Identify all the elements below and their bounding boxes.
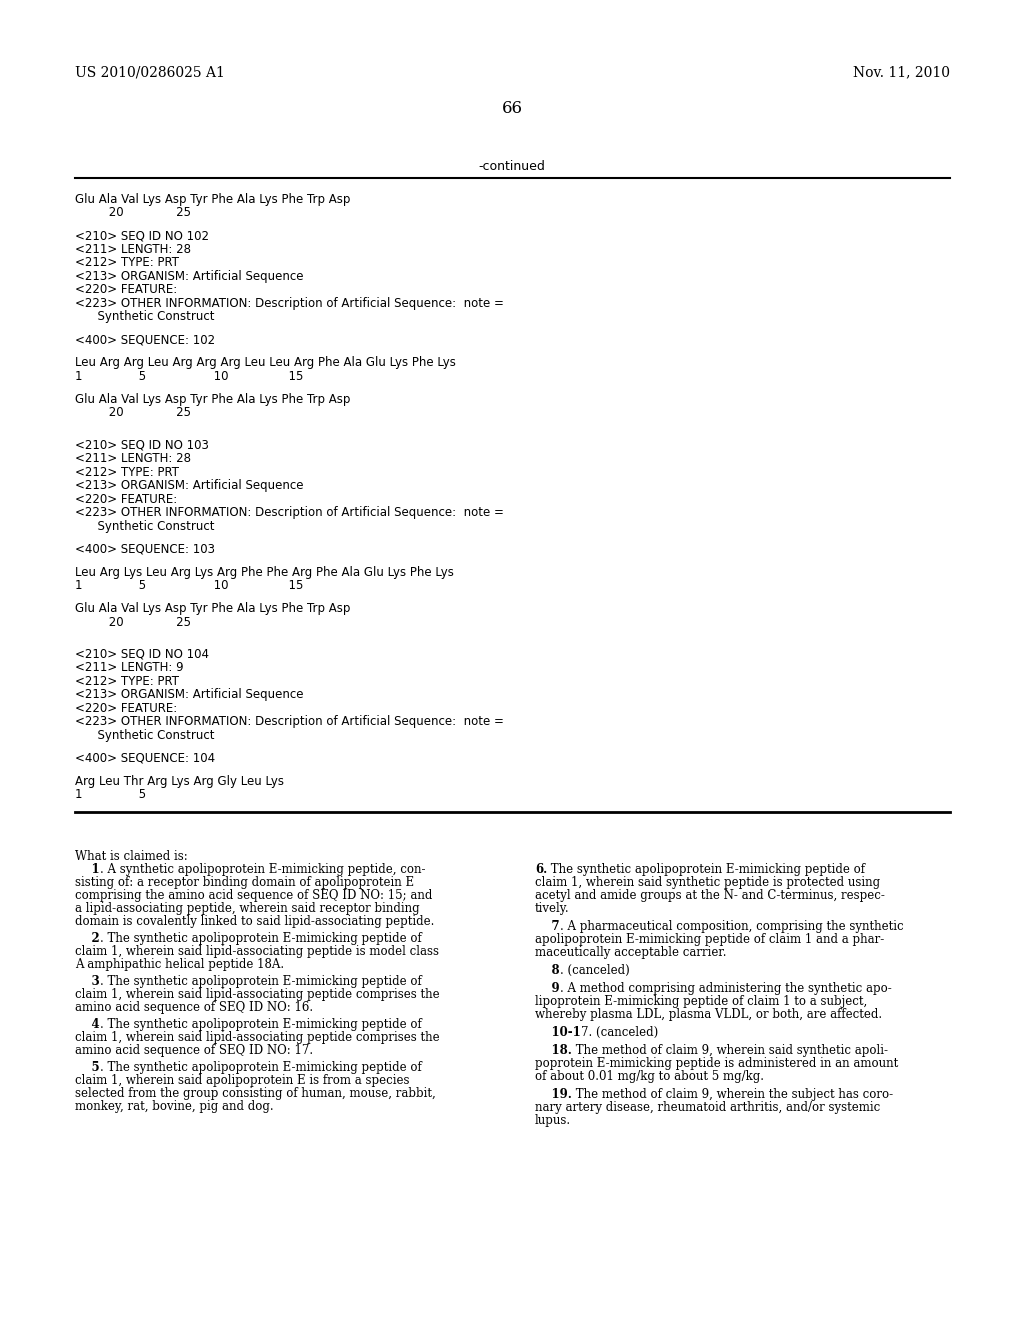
Text: apolipoprotein E-mimicking peptide of claim 1 and a phar-: apolipoprotein E-mimicking peptide of cl…: [535, 933, 885, 946]
Text: 18.: 18.: [535, 1044, 571, 1057]
Text: <223> OTHER INFORMATION: Description of Artificial Sequence:  note =: <223> OTHER INFORMATION: Description of …: [75, 297, 504, 310]
Text: <212> TYPE: PRT: <212> TYPE: PRT: [75, 675, 179, 688]
Text: What is claimed is:: What is claimed is:: [75, 850, 187, 863]
Text: <211> LENGTH: 9: <211> LENGTH: 9: [75, 661, 183, 675]
Text: claim 1, wherein said apolipoprotein E is from a species: claim 1, wherein said apolipoprotein E i…: [75, 1074, 410, 1086]
Text: 20              25: 20 25: [75, 206, 191, 219]
Text: acetyl and amide groups at the N- and C-terminus, respec-: acetyl and amide groups at the N- and C-…: [535, 888, 885, 902]
Text: nary artery disease, rheumatoid arthritis, and/or systemic: nary artery disease, rheumatoid arthriti…: [535, 1101, 881, 1114]
Text: claim 1, wherein said lipid-associating peptide is model class: claim 1, wherein said lipid-associating …: [75, 945, 439, 958]
Text: lipoprotein E-mimicking peptide of claim 1 to a subject,: lipoprotein E-mimicking peptide of claim…: [535, 995, 867, 1008]
Text: <211> LENGTH: 28: <211> LENGTH: 28: [75, 453, 191, 465]
Text: 5: 5: [75, 1061, 99, 1074]
Text: 2: 2: [75, 932, 99, 945]
Text: <213> ORGANISM: Artificial Sequence: <213> ORGANISM: Artificial Sequence: [75, 479, 303, 492]
Text: 20              25: 20 25: [75, 407, 191, 420]
Text: 7: 7: [535, 920, 560, 933]
Text: . The synthetic apolipoprotein E-mimicking peptide of: . The synthetic apolipoprotein E-mimicki…: [99, 975, 422, 987]
Text: <212> TYPE: PRT: <212> TYPE: PRT: [75, 256, 179, 269]
Text: <220> FEATURE:: <220> FEATURE:: [75, 284, 177, 297]
Text: Glu Ala Val Lys Asp Tyr Phe Ala Lys Phe Trp Asp: Glu Ala Val Lys Asp Tyr Phe Ala Lys Phe …: [75, 602, 350, 615]
Text: <212> TYPE: PRT: <212> TYPE: PRT: [75, 466, 179, 479]
Text: . The synthetic apolipoprotein E-mimicking peptide of: . The synthetic apolipoprotein E-mimicki…: [99, 1018, 421, 1031]
Text: comprising the amino acid sequence of SEQ ID NO: 15; and: comprising the amino acid sequence of SE…: [75, 888, 432, 902]
Text: Leu Arg Arg Leu Arg Arg Arg Leu Leu Arg Phe Ala Glu Lys Phe Lys: Leu Arg Arg Leu Arg Arg Arg Leu Leu Arg …: [75, 356, 456, 370]
Text: of about 0.01 mg/kg to about 5 mg/kg.: of about 0.01 mg/kg to about 5 mg/kg.: [535, 1069, 764, 1082]
Text: maceutically acceptable carrier.: maceutically acceptable carrier.: [535, 946, 726, 958]
Text: poprotein E-mimicking peptide is administered in an amount: poprotein E-mimicking peptide is adminis…: [535, 1057, 898, 1069]
Text: The method of claim 9, wherein the subject has coro-: The method of claim 9, wherein the subje…: [571, 1088, 893, 1101]
Text: selected from the group consisting of human, mouse, rabbit,: selected from the group consisting of hu…: [75, 1086, 436, 1100]
Text: <400> SEQUENCE: 102: <400> SEQUENCE: 102: [75, 334, 215, 346]
Text: 10-1: 10-1: [535, 1026, 581, 1039]
Text: Synthetic Construct: Synthetic Construct: [75, 729, 214, 742]
Text: 19.: 19.: [535, 1088, 571, 1101]
Text: 8: 8: [535, 964, 560, 977]
Text: <223> OTHER INFORMATION: Description of Artificial Sequence:  note =: <223> OTHER INFORMATION: Description of …: [75, 506, 504, 519]
Text: sisting of: a receptor binding domain of apolipoprotein E: sisting of: a receptor binding domain of…: [75, 876, 414, 888]
Text: claim 1, wherein said lipid-associating peptide comprises the: claim 1, wherein said lipid-associating …: [75, 987, 439, 1001]
Text: 9: 9: [535, 982, 560, 995]
Text: 3: 3: [75, 975, 99, 987]
Text: 20              25: 20 25: [75, 615, 191, 628]
Text: tively.: tively.: [535, 902, 569, 915]
Text: claim 1, wherein said synthetic peptide is protected using: claim 1, wherein said synthetic peptide …: [535, 876, 880, 888]
Text: <210> SEQ ID NO 102: <210> SEQ ID NO 102: [75, 230, 209, 243]
Text: <223> OTHER INFORMATION: Description of Artificial Sequence:  note =: <223> OTHER INFORMATION: Description of …: [75, 715, 504, 729]
Text: . A synthetic apolipoprotein E-mimicking peptide, con-: . A synthetic apolipoprotein E-mimicking…: [99, 863, 425, 876]
Text: monkey, rat, bovine, pig and dog.: monkey, rat, bovine, pig and dog.: [75, 1100, 273, 1113]
Text: domain is covalently linked to said lipid-associating peptide.: domain is covalently linked to said lipi…: [75, 915, 434, 928]
Text: 66: 66: [502, 100, 522, 117]
Text: . A method comprising administering the synthetic apo-: . A method comprising administering the …: [560, 982, 891, 995]
Text: A amphipathic helical peptide 18A.: A amphipathic helical peptide 18A.: [75, 958, 284, 970]
Text: Glu Ala Val Lys Asp Tyr Phe Ala Lys Phe Trp Asp: Glu Ala Val Lys Asp Tyr Phe Ala Lys Phe …: [75, 393, 350, 405]
Text: <400> SEQUENCE: 104: <400> SEQUENCE: 104: [75, 752, 215, 764]
Text: <213> ORGANISM: Artificial Sequence: <213> ORGANISM: Artificial Sequence: [75, 689, 303, 701]
Text: Arg Leu Thr Arg Lys Arg Gly Leu Lys: Arg Leu Thr Arg Lys Arg Gly Leu Lys: [75, 775, 284, 788]
Text: <211> LENGTH: 28: <211> LENGTH: 28: [75, 243, 191, 256]
Text: amino acid sequence of SEQ ID NO: 17.: amino acid sequence of SEQ ID NO: 17.: [75, 1044, 313, 1057]
Text: <220> FEATURE:: <220> FEATURE:: [75, 702, 177, 715]
Text: The synthetic apolipoprotein E-mimicking peptide of: The synthetic apolipoprotein E-mimicking…: [547, 863, 865, 876]
Text: 1               5                  10                15: 1 5 10 15: [75, 370, 303, 383]
Text: Leu Arg Lys Leu Arg Lys Arg Phe Phe Arg Phe Ala Glu Lys Phe Lys: Leu Arg Lys Leu Arg Lys Arg Phe Phe Arg …: [75, 565, 454, 578]
Text: <400> SEQUENCE: 103: <400> SEQUENCE: 103: [75, 543, 215, 556]
Text: 1: 1: [75, 863, 99, 876]
Text: US 2010/0286025 A1: US 2010/0286025 A1: [75, 65, 225, 79]
Text: . A pharmaceutical composition, comprising the synthetic: . A pharmaceutical composition, comprisi…: [560, 920, 903, 933]
Text: claim 1, wherein said lipid-associating peptide comprises the: claim 1, wherein said lipid-associating …: [75, 1031, 439, 1044]
Text: lupus.: lupus.: [535, 1114, 571, 1127]
Text: whereby plasma LDL, plasma VLDL, or both, are affected.: whereby plasma LDL, plasma VLDL, or both…: [535, 1008, 882, 1020]
Text: 1               5: 1 5: [75, 788, 146, 801]
Text: amino acid sequence of SEQ ID NO: 16.: amino acid sequence of SEQ ID NO: 16.: [75, 1001, 313, 1014]
Text: Glu Ala Val Lys Asp Tyr Phe Ala Lys Phe Trp Asp: Glu Ala Val Lys Asp Tyr Phe Ala Lys Phe …: [75, 193, 350, 206]
Text: <213> ORGANISM: Artificial Sequence: <213> ORGANISM: Artificial Sequence: [75, 271, 303, 282]
Text: 1               5                  10                15: 1 5 10 15: [75, 579, 303, 593]
Text: The method of claim 9, wherein said synthetic apoli-: The method of claim 9, wherein said synt…: [571, 1044, 888, 1057]
Text: <220> FEATURE:: <220> FEATURE:: [75, 492, 177, 506]
Text: <210> SEQ ID NO 103: <210> SEQ ID NO 103: [75, 438, 209, 451]
Text: Nov. 11, 2010: Nov. 11, 2010: [853, 65, 950, 79]
Text: 4: 4: [75, 1018, 99, 1031]
Text: Synthetic Construct: Synthetic Construct: [75, 520, 214, 533]
Text: Synthetic Construct: Synthetic Construct: [75, 310, 214, 323]
Text: . (canceled): . (canceled): [560, 964, 630, 977]
Text: 7. (canceled): 7. (canceled): [581, 1026, 658, 1039]
Text: -continued: -continued: [478, 160, 546, 173]
Text: a lipid-associating peptide, wherein said receptor binding: a lipid-associating peptide, wherein sai…: [75, 902, 420, 915]
Text: . The synthetic apolipoprotein E-mimicking peptide of: . The synthetic apolipoprotein E-mimicki…: [99, 1061, 421, 1074]
Text: . The synthetic apolipoprotein E-mimicking peptide of: . The synthetic apolipoprotein E-mimicki…: [99, 932, 422, 945]
Text: <210> SEQ ID NO 104: <210> SEQ ID NO 104: [75, 648, 209, 661]
Text: 6.: 6.: [535, 863, 547, 876]
